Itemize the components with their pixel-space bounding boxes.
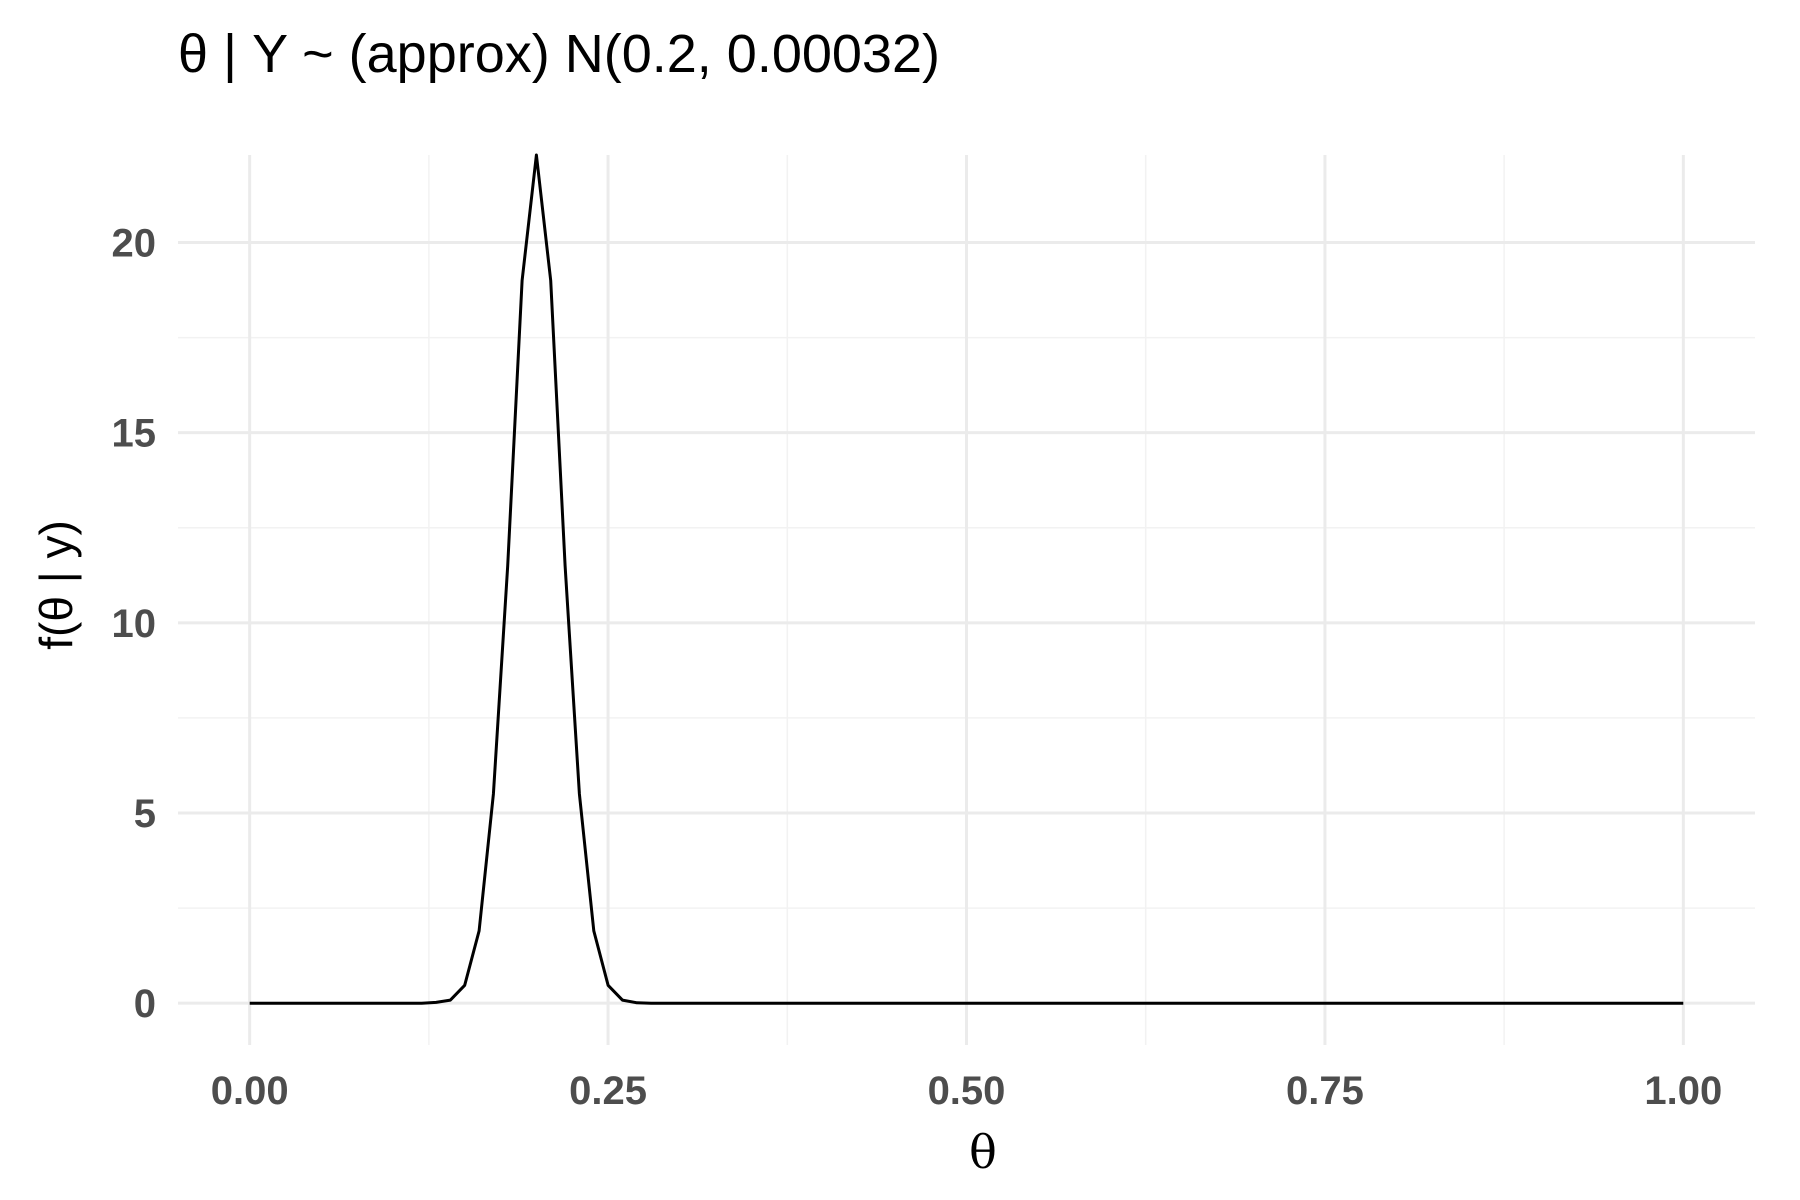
x-tick-label: 0.75 <box>1286 1069 1364 1113</box>
y-axis-ticks: 0 5 10 15 20 <box>112 221 157 1026</box>
y-tick-label: 15 <box>112 412 157 456</box>
x-tick-label: 0.25 <box>569 1069 647 1113</box>
x-tick-label: 1.00 <box>1644 1069 1722 1113</box>
x-tick-label: 0.00 <box>211 1069 289 1113</box>
density-curve <box>249 153 1684 1005</box>
y-axis-label: f(θ | y) <box>30 520 82 650</box>
x-axis-label: θ <box>969 1125 997 1179</box>
plot-grid <box>178 155 1755 1045</box>
y-tick-label: 10 <box>112 602 157 646</box>
chart-title: θ | Y ~ (approx) N(0.2, 0.00032) <box>178 24 940 84</box>
y-tick-label: 0 <box>134 982 156 1026</box>
y-tick-label: 5 <box>134 792 156 836</box>
y-tick-label: 20 <box>112 221 157 265</box>
x-tick-label: 0.50 <box>928 1069 1006 1113</box>
x-axis-ticks: 0.00 0.25 0.50 0.75 1.00 <box>211 1069 1722 1113</box>
